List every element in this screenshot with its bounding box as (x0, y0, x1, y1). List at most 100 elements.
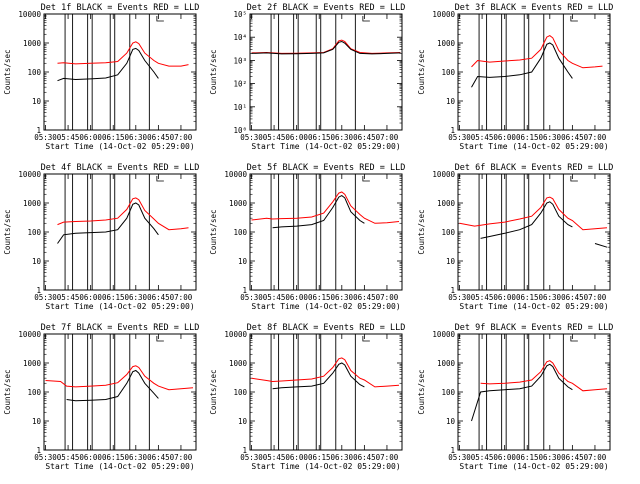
x-tick-label: 06:30 (539, 453, 562, 462)
marker-bracket (156, 176, 164, 182)
y-tick-label: 10000 (18, 170, 41, 179)
y-tick-label: 100 (441, 68, 455, 77)
panel-title: Det 1f BLACK = Events RED = LLD (41, 3, 200, 13)
panel-title: Det 6f BLACK = Events RED = LLD (455, 163, 614, 173)
x-axis-title: Start Time (14-Oct-02 05:29:00) (251, 302, 400, 311)
x-tick-label: 06:30 (125, 133, 148, 142)
x-axis-title: Start Time (14-Oct-02 05:29:00) (459, 462, 608, 471)
x-tick-label: 06:00 (285, 293, 308, 302)
y-tick-label: 10 (32, 257, 42, 266)
x-tick-label: 07:00 (584, 453, 607, 462)
x-tick-label: 06:15 (102, 453, 125, 462)
x-tick-label: 06:15 (516, 293, 539, 302)
x-tick-label: 06:15 (308, 453, 331, 462)
y-axis-title: Counts/sec (3, 49, 12, 94)
marker-bracket (362, 336, 370, 342)
x-tick-label: 06:15 (102, 133, 125, 142)
y-tick-label: 10 (446, 257, 456, 266)
series-line-events (251, 40, 401, 55)
series-line-lld (57, 41, 189, 67)
plot-frame (457, 13, 611, 131)
x-tick-label: 05:30 (448, 293, 471, 302)
y-tick-label: 1 (242, 446, 247, 455)
plot-frame (249, 333, 403, 451)
x-tick-label: 06:30 (539, 133, 562, 142)
x-tick-label: 06:30 (331, 453, 354, 462)
x-axis-title: Start Time (14-Oct-02 05:29:00) (251, 462, 400, 471)
x-tick-label: 05:30 (240, 133, 263, 142)
marker-bracket (362, 16, 370, 22)
series-line-lld (251, 357, 400, 388)
y-tick-label: 1000 (437, 39, 456, 48)
x-tick-label: 05:45 (57, 453, 80, 462)
detector-panel-5: Det 5f BLACK = Events RED = LLD 1 10 100 100… (209, 163, 405, 311)
x-tick-label: 05:45 (263, 293, 286, 302)
detector-panel-4: Det 4f BLACK = Events RED = LLD 1 10 100 100… (3, 163, 199, 311)
panel-title: Det 4f BLACK = Events RED = LLD (41, 163, 200, 173)
y-tick-label: 10 (446, 417, 456, 426)
y-tick-label: 10³ (233, 56, 247, 65)
x-tick-label: 06:00 (493, 293, 516, 302)
y-tick-label: 100 (27, 388, 41, 397)
series-line-events (57, 202, 159, 244)
x-tick-label: 06:00 (493, 453, 516, 462)
plot-frame (43, 333, 197, 451)
y-tick-label: 1 (450, 126, 455, 135)
plot-frame (249, 173, 403, 291)
y-axis-title: Counts/sec (3, 369, 12, 414)
x-tick-label: 05:30 (34, 133, 57, 142)
plot-frame (457, 173, 611, 291)
x-tick-label: 07:00 (170, 453, 193, 462)
x-tick-label: 07:00 (376, 453, 399, 462)
series-line-events (57, 47, 159, 82)
x-tick-label: 06:00 (493, 133, 516, 142)
x-tick-label: 06:15 (308, 133, 331, 142)
y-tick-label: 1000 (437, 359, 456, 368)
y-axis-title: Counts/sec (417, 369, 426, 414)
x-tick-label: 06:15 (516, 453, 539, 462)
y-tick-label: 100 (441, 388, 455, 397)
y-axis-title: Counts/sec (209, 49, 218, 94)
y-tick-label: 10⁰ (233, 126, 247, 135)
plot-frame (249, 13, 403, 131)
x-tick-label: 05:45 (263, 133, 286, 142)
y-tick-label: 1 (242, 286, 247, 295)
detector-panel-3: Det 3f BLACK = Events RED = LLD 1 10 100 100… (417, 3, 613, 151)
x-tick-label: 06:00 (79, 453, 102, 462)
y-tick-label: 100 (233, 228, 247, 237)
x-tick-label: 07:00 (584, 133, 607, 142)
x-tick-label: 05:30 (448, 133, 471, 142)
x-tick-label: 05:30 (34, 453, 57, 462)
x-tick-label: 05:45 (57, 293, 80, 302)
y-tick-label: 1 (36, 446, 41, 455)
x-tick-label: 06:00 (79, 293, 102, 302)
x-tick-label: 06:00 (285, 133, 308, 142)
marker-bracket (570, 336, 578, 342)
x-tick-label: 07:00 (170, 293, 193, 302)
marker-bracket (570, 176, 578, 182)
series-line-events (471, 363, 573, 422)
y-tick-label: 10² (233, 80, 247, 89)
y-axis-title: Counts/sec (417, 49, 426, 94)
detector-panel-2: Det 2f BLACK = Events RED = LLD 10⁰ 10¹ 10²… (209, 3, 405, 151)
x-tick-label: 06:45 (353, 293, 376, 302)
x-tick-label: 05:45 (263, 453, 286, 462)
x-tick-label: 06:45 (147, 133, 170, 142)
panel-title: Det 8f BLACK = Events RED = LLD (247, 323, 406, 333)
y-tick-label: 10 (446, 97, 456, 106)
series-line-events (594, 243, 608, 248)
x-tick-label: 07:00 (376, 133, 399, 142)
y-tick-label: 10¹ (233, 103, 247, 112)
x-tick-label: 06:15 (516, 133, 539, 142)
x-tick-label: 05:45 (57, 133, 80, 142)
y-tick-label: 100 (233, 388, 247, 397)
detector-panel-1: Det 1f BLACK = Events RED = LLD 1 10 100 100… (3, 3, 199, 151)
detector-panel-6: Det 6f BLACK = Events RED = LLD 1 10 100 100… (417, 163, 613, 311)
x-axis-title: Start Time (14-Oct-02 05:29:00) (459, 302, 608, 311)
y-tick-label: 1 (450, 286, 455, 295)
panel-title: Det 2f BLACK = Events RED = LLD (247, 3, 406, 13)
x-tick-label: 05:30 (240, 293, 263, 302)
y-tick-label: 1000 (23, 359, 42, 368)
